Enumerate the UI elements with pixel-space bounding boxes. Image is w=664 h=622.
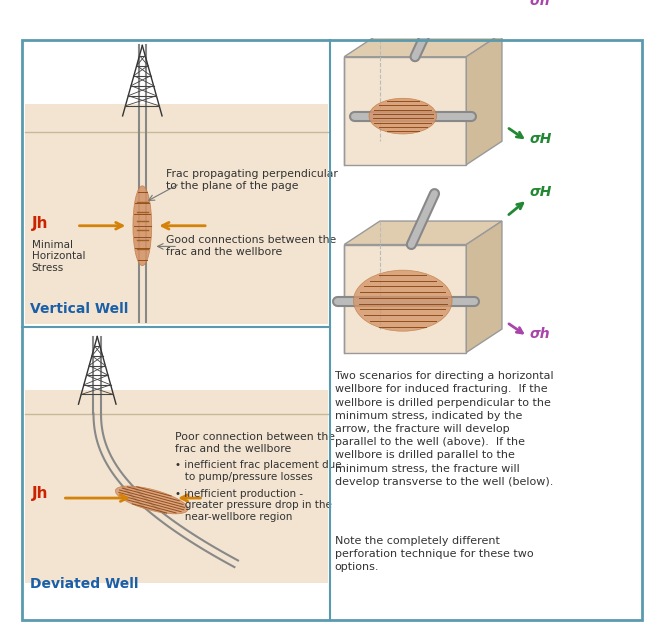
Text: Good connections between the
frac and the wellbore: Good connections between the frac and th… [166,235,336,257]
Polygon shape [344,244,466,353]
Text: • inefficient frac placement due
   to pump/pressure losses: • inefficient frac placement due to pump… [175,460,342,482]
FancyBboxPatch shape [25,390,328,583]
Polygon shape [344,33,502,57]
Ellipse shape [133,186,151,266]
Text: σH: σH [529,185,552,198]
Text: Two scenarios for directing a horizontal
wellbore for induced fracturing.  If th: Two scenarios for directing a horizontal… [335,371,553,487]
Text: Frac propagating perpendicular
to the plane of the page: Frac propagating perpendicular to the pl… [166,169,338,191]
Text: Note the completely different
perforation technique for these two
options.: Note the completely different perforatio… [335,536,533,572]
Text: Jh: Jh [31,486,48,501]
Text: σh: σh [529,327,550,341]
Ellipse shape [369,98,437,134]
Text: Jh: Jh [31,216,48,231]
Polygon shape [344,221,502,244]
Ellipse shape [353,270,452,331]
Text: Minimal
Horizontal
Stress: Minimal Horizontal Stress [31,240,85,273]
Text: • inefficient production -
   greater pressure drop in the
   near-wellbore regi: • inefficient production - greater press… [175,489,332,522]
FancyBboxPatch shape [25,104,328,324]
Text: σh: σh [529,0,550,8]
Polygon shape [466,33,502,165]
Text: σH: σH [529,132,552,146]
Ellipse shape [116,486,188,514]
Polygon shape [344,57,466,165]
Text: Poor connection between the
frac and the wellbore: Poor connection between the frac and the… [175,432,335,454]
Text: Deviated Well: Deviated Well [30,577,138,591]
Polygon shape [466,221,502,353]
Text: Vertical Well: Vertical Well [30,302,128,316]
